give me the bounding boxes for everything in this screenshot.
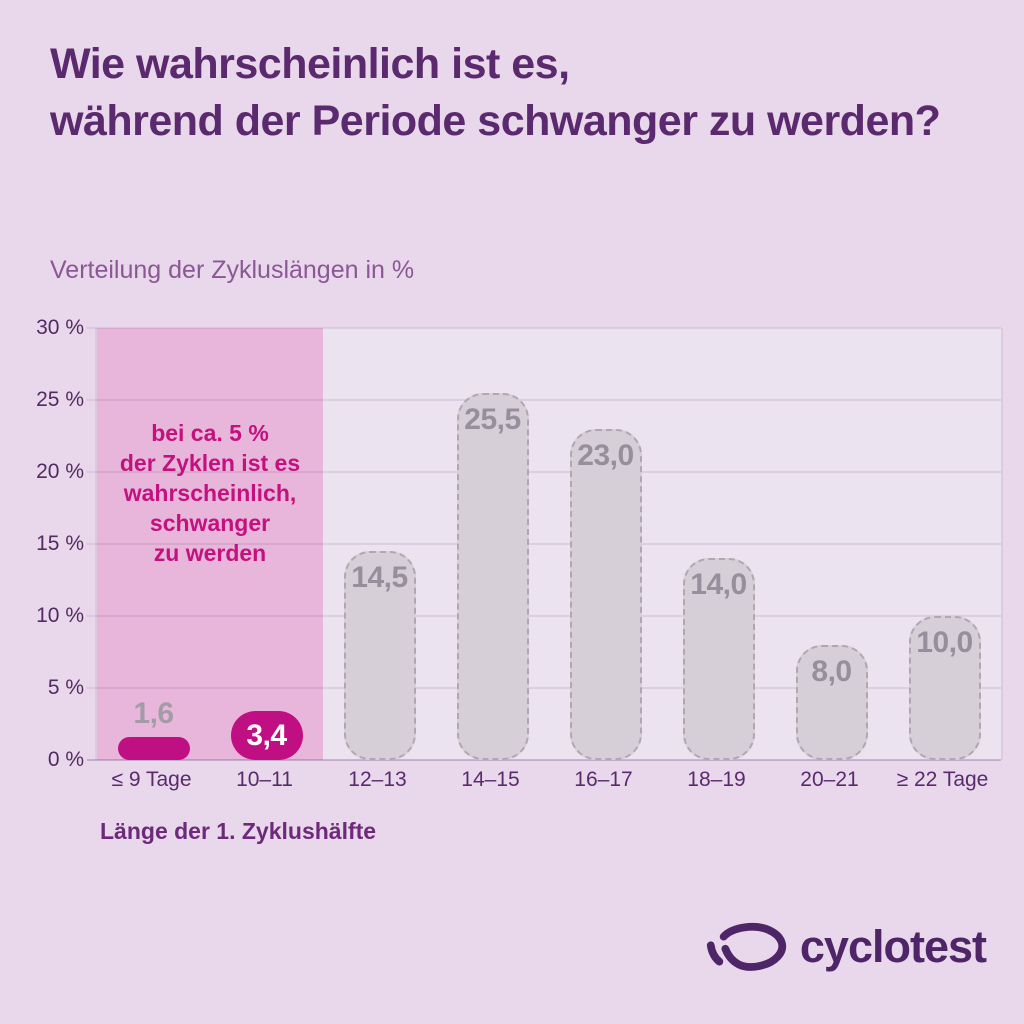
x-axis-title: Länge der 1. Zyklushälfte — [100, 818, 377, 844]
highlight-region — [97, 328, 323, 760]
bar-1 — [117, 736, 190, 760]
y-tick-label: 15 % — [36, 532, 84, 555]
bar-value-label: 3,4 — [246, 718, 287, 752]
bar-5: 23,0 — [569, 428, 642, 760]
y-tick-label: 5 % — [47, 676, 84, 699]
x-tick-label: ≤ 9 Tage — [111, 768, 192, 791]
x-axis-line — [87, 759, 1001, 761]
bar-3: 14,5 — [343, 551, 416, 760]
gridline — [87, 687, 1001, 689]
bar-6: 14,0 — [682, 558, 755, 760]
bar-value-label: 25,5 — [464, 402, 521, 436]
bar-8: 10,0 — [908, 616, 981, 760]
brand-name: cyclotest — [799, 921, 987, 972]
x-tick-label: 10–11 — [236, 768, 293, 791]
page-title: Wie wahrscheinlich ist es, während der P… — [50, 40, 941, 145]
bar-value-label: 23,0 — [577, 438, 634, 472]
bar-4: 25,5 — [456, 392, 529, 760]
highlight-annotation: bei ca. 5 % der Zyklen ist es wahrschein… — [119, 420, 301, 566]
y-tick-label: 30 % — [36, 316, 84, 339]
x-tick-label: 16–17 — [574, 768, 633, 791]
y-axis: 30 % 25 % 20 % 15 % 10 % 5 % 0 % — [0, 316, 84, 771]
bar-7: 8,0 — [795, 644, 868, 760]
x-axis-labels: ≤ 9 Tage 10–11 12–13 14–15 16–17 18–19 20–21 ≥ … — [95, 766, 999, 794]
bar-2: 3,4 — [230, 711, 303, 760]
bars-group: 1,6 3,4 14,5 25,5 23,0 14,0 8,0 10,0 — [97, 328, 1001, 760]
plot-area: bei ca. 5 % der Zyklen ist es wahrschein… — [87, 327, 1003, 761]
chart-subtitle: Verteilung der Zykluslängen in % — [50, 256, 415, 284]
y-tick-label: 25 % — [36, 388, 84, 411]
brand-logo: cyclotest — [703, 920, 987, 974]
gridline — [87, 471, 1001, 473]
x-tick-label: ≥ 22 Tage — [896, 768, 989, 791]
gridline — [87, 399, 1001, 401]
cyclotest-pick-icon — [706, 922, 786, 971]
bar-value-label: 8,0 — [811, 654, 852, 688]
y-tick-label: 20 % — [36, 460, 84, 483]
bar-value-label: 14,5 — [351, 561, 408, 595]
bar-value-label: 14,0 — [690, 568, 747, 602]
gridline — [87, 543, 1001, 545]
gridline — [87, 327, 1001, 329]
x-tick-label: 12–13 — [348, 768, 407, 791]
y-tick-label: 0 % — [47, 748, 84, 771]
x-tick-label: 18–19 — [687, 768, 746, 791]
gridline — [87, 615, 1001, 617]
x-tick-label: 14–15 — [461, 768, 520, 791]
x-tick-label: 20–21 — [800, 768, 859, 791]
y-tick-label: 10 % — [36, 604, 84, 627]
bar-value-label: 1,6 — [133, 696, 174, 730]
bar-value-label: 10,0 — [916, 626, 973, 659]
